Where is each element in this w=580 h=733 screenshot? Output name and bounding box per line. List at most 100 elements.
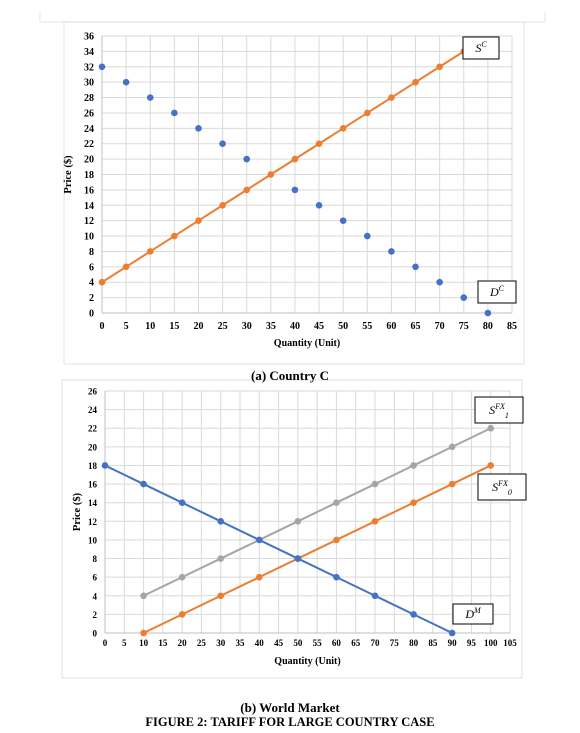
data-point-s-fx0 xyxy=(333,536,340,544)
series-label-d-m: DM xyxy=(464,606,482,621)
data-point-d-c xyxy=(195,125,202,132)
x-tick-label: 70 xyxy=(435,321,445,332)
x-tick-label: 55 xyxy=(313,638,323,648)
data-point-d-c xyxy=(484,309,492,317)
series-label-s-fx0: SFX0 xyxy=(492,479,512,497)
data-point-d-m xyxy=(448,629,456,637)
y-tick-label: 8 xyxy=(93,554,98,564)
x-tick-label: 10 xyxy=(139,638,149,648)
data-point-d-c xyxy=(122,78,130,86)
data-point-s-fx1 xyxy=(448,443,456,451)
data-point-d-m xyxy=(140,480,147,488)
data-point-s-c xyxy=(243,186,251,194)
data-point-s-c xyxy=(412,78,419,86)
data-point-s-fx0 xyxy=(448,480,456,488)
x-tick-label: 65 xyxy=(411,321,421,332)
y-tick-label: 26 xyxy=(84,108,94,119)
y-tick-label: 28 xyxy=(84,93,94,104)
x-tick-label: 50 xyxy=(338,321,348,332)
x-tick-label: 65 xyxy=(351,638,361,648)
data-point-s-c xyxy=(388,94,395,101)
x-tick-label: 30 xyxy=(242,321,252,332)
y-tick-label: 0 xyxy=(89,309,94,320)
data-point-s-c xyxy=(98,278,106,286)
x-tick-label: 20 xyxy=(193,321,203,332)
x-tick-label: 5 xyxy=(122,638,127,648)
y-tick-label: 12 xyxy=(84,216,94,227)
x-tick-label: 75 xyxy=(459,321,469,332)
series-label-box xyxy=(477,280,517,304)
series-line-s-c xyxy=(101,50,465,284)
y-axis-title: Price ($) xyxy=(72,492,83,531)
data-point-d-c xyxy=(146,94,154,101)
data-point-d-c xyxy=(388,248,395,255)
y-tick-label: 4 xyxy=(93,591,98,601)
data-point-d-m xyxy=(333,573,340,581)
series-label-box xyxy=(462,36,500,60)
data-point-s-c xyxy=(146,248,154,255)
x-tick-label: 40 xyxy=(290,321,300,332)
x-tick-label: 85 xyxy=(428,638,438,648)
data-point-d-c xyxy=(291,186,299,194)
data-point-s-c xyxy=(291,155,299,163)
series-line-s-fx1 xyxy=(143,427,492,597)
x-tick-label: 100 xyxy=(484,638,498,648)
data-point-d-m xyxy=(371,592,379,600)
x-tick-label: 95 xyxy=(467,638,477,648)
data-point-s-c xyxy=(315,140,323,148)
data-point-d-c xyxy=(98,63,106,71)
x-tick-label: 40 xyxy=(255,638,265,648)
data-point-d-c xyxy=(436,278,443,286)
data-point-d-c xyxy=(460,294,468,301)
x-tick-label: 45 xyxy=(314,321,324,332)
data-point-s-fx1 xyxy=(333,499,340,506)
y-tick-label: 20 xyxy=(84,155,94,166)
series-label-box xyxy=(474,396,524,424)
y-tick-label: 2 xyxy=(89,293,94,304)
panel-a-caption: (a) Country C xyxy=(251,368,329,383)
data-point-s-fx0 xyxy=(217,592,225,600)
data-point-d-c xyxy=(315,201,323,209)
figure-caption: FIGURE 2: TARIFF FOR LARGE COUNTRY CASE xyxy=(145,715,435,729)
x-tick-label: 25 xyxy=(197,638,207,648)
data-point-d-m xyxy=(410,611,417,618)
series-label-s-fx1: SFX1 xyxy=(489,402,509,420)
x-tick-label: 20 xyxy=(178,638,188,648)
y-tick-label: 30 xyxy=(84,78,94,89)
x-tick-label: 25 xyxy=(218,321,228,332)
series-label-box xyxy=(477,473,527,501)
data-point-s-fx0 xyxy=(371,518,379,525)
data-point-d-c xyxy=(243,155,251,163)
data-point-d-m xyxy=(178,499,186,506)
data-point-s-fx1 xyxy=(410,462,417,469)
y-tick-label: 22 xyxy=(88,424,98,434)
y-tick-label: 16 xyxy=(88,480,98,490)
data-point-d-m xyxy=(294,555,302,562)
panel-b-caption: (b) World Market xyxy=(240,700,340,715)
series-line-d-m xyxy=(104,464,453,634)
x-tick-label: 0 xyxy=(100,321,105,332)
x-tick-label: 50 xyxy=(293,638,303,648)
data-point-s-fx0 xyxy=(140,629,147,637)
y-tick-label: 12 xyxy=(88,517,98,527)
y-tick-label: 14 xyxy=(84,201,94,212)
x-tick-label: 15 xyxy=(169,321,179,332)
y-tick-label: 18 xyxy=(88,461,98,471)
y-tick-label: 4 xyxy=(89,278,94,289)
data-point-s-c xyxy=(363,109,371,117)
y-tick-label: 18 xyxy=(84,170,94,181)
data-point-s-c xyxy=(171,232,178,240)
data-point-s-fx1 xyxy=(178,573,186,581)
y-tick-label: 34 xyxy=(84,47,94,58)
x-axis-title: Quantity (Unit) xyxy=(274,656,340,667)
x-tick-label: 45 xyxy=(274,638,284,648)
data-point-d-m xyxy=(217,518,225,525)
page-decorations xyxy=(39,12,546,679)
series-line-s-fx0 xyxy=(143,464,492,634)
data-point-s-fx1 xyxy=(487,424,495,432)
x-tick-label: 60 xyxy=(332,638,342,648)
y-tick-label: 26 xyxy=(88,387,98,397)
data-point-s-c xyxy=(436,63,443,71)
